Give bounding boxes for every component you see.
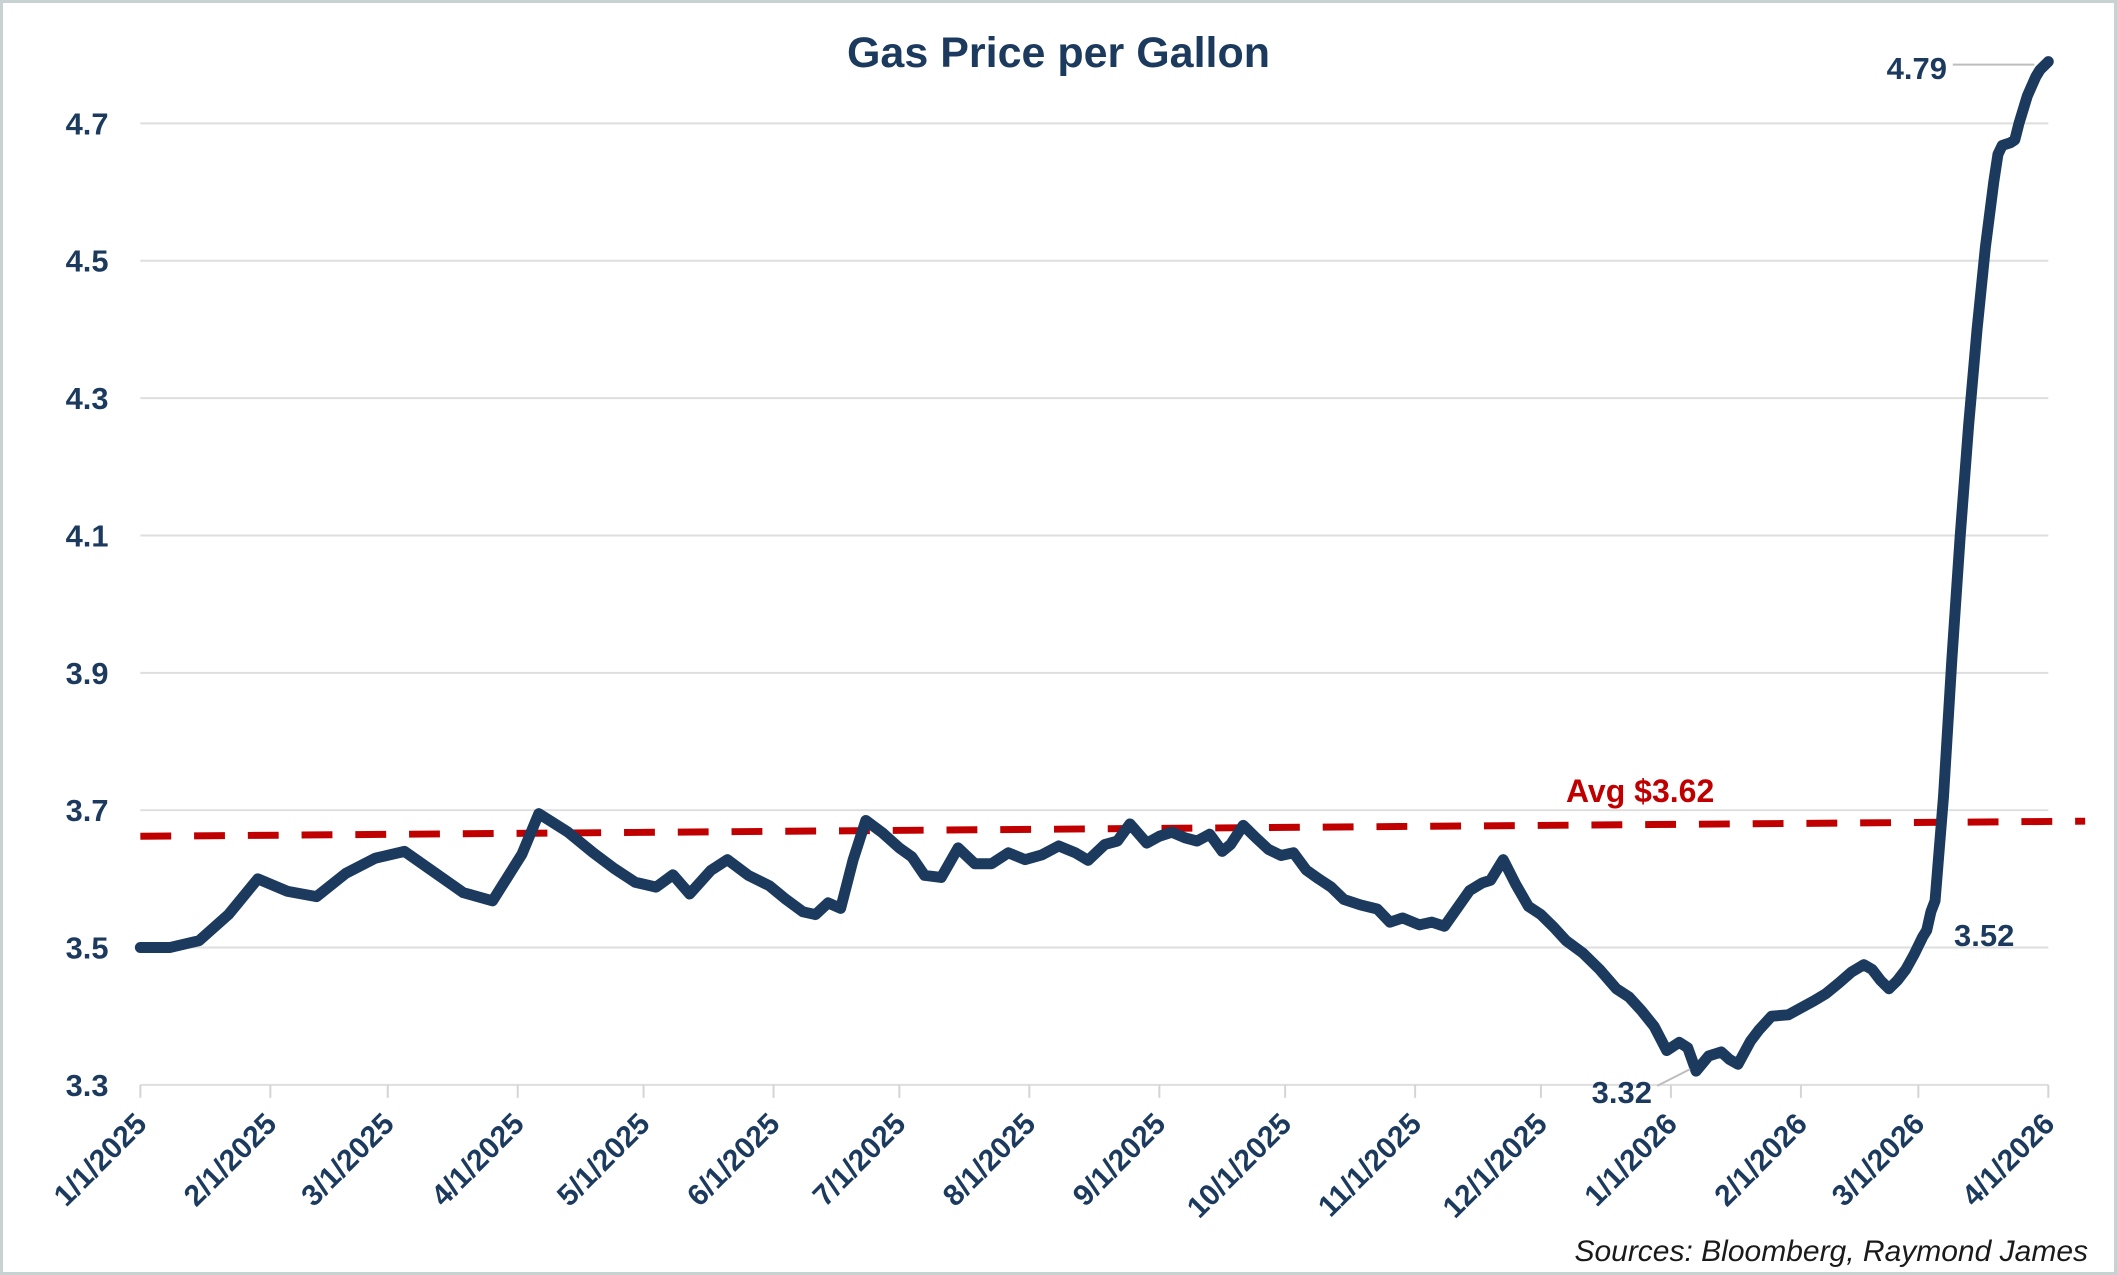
- x-tick-label-group: 4/1/2025: [425, 1107, 530, 1212]
- x-tick-label: 12/1/2025: [1437, 1107, 1554, 1224]
- x-tick-label: 3/1/2026: [1826, 1107, 1931, 1212]
- x-tick-label-group: 5/1/2025: [551, 1107, 656, 1212]
- x-tick-label-group: 7/1/2025: [807, 1107, 912, 1212]
- x-tick-label: 9/1/2025: [1067, 1107, 1172, 1212]
- x-tick-label: 4/1/2025: [425, 1107, 530, 1212]
- x-tick-label: 4/1/2026: [1956, 1107, 2061, 1212]
- x-tick-label-group: 1/1/2026: [1578, 1107, 1683, 1212]
- x-tick-label-group: 9/1/2025: [1067, 1107, 1172, 1212]
- x-tick-label: 11/1/2025: [1312, 1107, 1428, 1223]
- x-tick-label-group: 10/1/2025: [1181, 1107, 1298, 1224]
- gas-price-line: [134, 56, 2054, 1077]
- y-tick-label: 3.7: [66, 793, 109, 828]
- x-tick-label-group: 2/1/2026: [1708, 1107, 1813, 1212]
- x-tick-label-group: 6/1/2025: [681, 1107, 786, 1212]
- x-tick-label: 3/1/2025: [295, 1107, 400, 1212]
- x-tick-label: 2/1/2025: [178, 1107, 283, 1212]
- x-tick-label-group: 1/1/2025: [48, 1107, 153, 1212]
- x-tick-label-group: 3/1/2025: [295, 1107, 400, 1212]
- y-tick-label: 4.7: [66, 106, 109, 141]
- x-tick-label: 5/1/2025: [551, 1107, 656, 1212]
- x-tick-label: 10/1/2025: [1181, 1107, 1298, 1224]
- chart-title: Gas Price per Gallon: [846, 29, 1270, 77]
- y-tick-label: 3.9: [66, 656, 109, 691]
- average-line-label: Avg $3.62: [1566, 773, 1715, 809]
- x-tick-label: 2/1/2026: [1708, 1107, 1813, 1212]
- x-tick-label-group: 8/1/2025: [937, 1107, 1042, 1212]
- average-dashed-line: [140, 817, 2086, 840]
- y-tick-label: 4.1: [66, 518, 109, 553]
- source-note: Sources: Bloomberg, Raymond James: [1574, 1235, 2088, 1268]
- x-tick-label-group: 11/1/2025: [1312, 1107, 1428, 1223]
- leader-line-low: [1656, 1068, 1691, 1087]
- x-tick-label-group: 4/1/2026: [1956, 1107, 2061, 1212]
- chart-plot-area: 1/1/2025 2/1/2025 3/1/2025 4/1/2025 5/1/2025…: [48, 56, 2086, 1225]
- x-tick-label: 1/1/2025: [48, 1107, 153, 1212]
- annotation-pre-spike-value: 3.52: [1954, 918, 2015, 953]
- x-tick-label-group: 12/1/2025: [1437, 1107, 1554, 1224]
- x-tick-label-group: 2/1/2025: [178, 1107, 283, 1212]
- x-tick-label: 7/1/2025: [807, 1107, 912, 1212]
- y-tick-label: 4.3: [66, 381, 109, 416]
- y-tick-label: 4.5: [66, 244, 109, 279]
- x-tick-label: 1/1/2026: [1578, 1107, 1683, 1212]
- x-tick-label: 8/1/2025: [937, 1107, 1042, 1212]
- y-tick-label: 3.3: [66, 1068, 109, 1103]
- x-tick-label: 6/1/2025: [681, 1107, 786, 1212]
- x-tick-label-group: 3/1/2026: [1826, 1107, 1931, 1212]
- annotation-peak-value: 4.79: [1886, 51, 1947, 86]
- annotation-low-value: 3.32: [1591, 1075, 1652, 1110]
- y-tick-label: 3.5: [66, 930, 109, 965]
